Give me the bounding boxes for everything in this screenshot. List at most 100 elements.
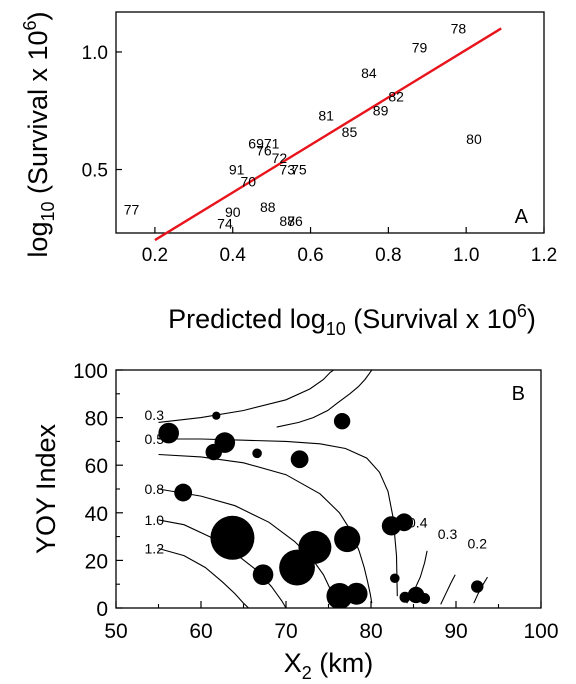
- contour-line: [158, 547, 249, 608]
- x-tick-label-a: 1.2: [531, 245, 557, 266]
- x-axis-label-text: Predicted log: [168, 304, 326, 334]
- point-label: 89: [373, 103, 389, 119]
- data-bubble: [345, 582, 368, 605]
- point-label: 82: [388, 89, 404, 105]
- x-tick-label-a: 0.6: [297, 245, 323, 266]
- y-axis-label-b: YOY Index: [31, 423, 61, 554]
- data-bubble: [419, 592, 431, 604]
- contour-line: [158, 519, 287, 608]
- x-axis-label-text: ): [527, 304, 536, 334]
- y-tick-label-a: 1.0: [82, 43, 108, 64]
- x-axis-label-text: (km): [312, 648, 373, 678]
- y-axis-label-text: log: [23, 222, 53, 258]
- x-tick-label-b: 50: [104, 620, 127, 643]
- point-label: 78: [451, 20, 467, 36]
- y-axis-label-superscript: 6: [20, 20, 40, 30]
- point-label: 74: [217, 216, 233, 232]
- contour-line: [158, 453, 373, 604]
- x-tick-label-b: 60: [189, 620, 212, 643]
- point-label: 77: [124, 201, 140, 217]
- data-bubble: [395, 513, 414, 532]
- contour-line: [158, 438, 398, 597]
- data-bubble: [212, 411, 221, 420]
- panel-label-b: B: [512, 383, 525, 405]
- data-bubble: [298, 530, 332, 564]
- contour-label: 0.2: [468, 536, 488, 552]
- contour-label: 1.2: [145, 541, 165, 557]
- data-bubble: [399, 591, 411, 603]
- y-tick-label-b: 60: [85, 455, 108, 478]
- data-bubble: [174, 483, 193, 502]
- data-bubble: [471, 580, 484, 593]
- plot-area-b: [158, 370, 488, 608]
- point-label: 84: [361, 65, 377, 81]
- contour-label: 0.4: [408, 514, 428, 530]
- x-axis-label-b: X2 (km): [284, 648, 374, 683]
- x-axis-label-text: (Survival x 10: [346, 304, 517, 334]
- point-label: 69: [248, 136, 264, 152]
- point-label: 70: [241, 173, 257, 189]
- contour-label: 0.8: [145, 481, 165, 497]
- y-axis-label-text: (Survival x 10: [23, 30, 53, 201]
- y-axis-label-subscript: 10: [38, 202, 58, 222]
- data-bubble: [210, 515, 255, 560]
- x-axis-label-subscript: 2: [302, 663, 312, 683]
- point-label: 71: [264, 136, 280, 152]
- x-tick-label-b: 100: [523, 620, 558, 643]
- data-bubble: [290, 450, 309, 469]
- data-bubble: [390, 573, 400, 584]
- x-tick-label-b: 90: [444, 620, 467, 643]
- point-label: 76: [256, 143, 272, 159]
- contour-label: 0.5: [145, 431, 165, 447]
- x-tick-label-b: 70: [274, 620, 297, 643]
- data-bubble: [214, 432, 236, 453]
- y-axis-label-a: log10 (Survival x 106): [20, 11, 58, 257]
- x-tick-label-a: 0.2: [142, 245, 168, 266]
- point-label: 88: [260, 199, 276, 215]
- point-label: 79: [412, 39, 428, 55]
- point-label: 85: [342, 124, 358, 140]
- point-label: 75: [291, 162, 307, 178]
- x-tick-label-a: 0.8: [375, 245, 401, 266]
- fit-line: [154, 27, 502, 242]
- x-tick-label-a: 1.0: [453, 245, 479, 266]
- point-label: 90: [225, 204, 241, 220]
- point-label: 80: [466, 131, 482, 147]
- point-label: 91: [229, 162, 245, 178]
- y-tick-label-b: 0: [96, 598, 108, 621]
- panel-b: 0.3 0.5 0.8 1.0 1.2 0.4 0.3 0.2 50 60 70 80 90 100 0 20…: [31, 360, 559, 683]
- point-label: 87: [279, 213, 295, 229]
- data-bubble: [334, 525, 361, 553]
- y-tick-label-b: 100: [73, 360, 108, 383]
- contour-line: [440, 574, 456, 605]
- x-axis-label-subscript: 10: [326, 319, 346, 339]
- contour-line: [158, 488, 335, 599]
- data-bubble: [158, 422, 179, 444]
- y-tick-label-b: 40: [85, 503, 108, 526]
- data-bubble: [252, 564, 274, 585]
- data-bubble: [326, 583, 353, 608]
- contour-label: 0.3: [145, 407, 165, 423]
- point-label: 81: [318, 107, 334, 123]
- data-bubble: [252, 448, 262, 459]
- panel-label-a: A: [515, 206, 529, 228]
- y-tick-label-a: 0.5: [82, 161, 108, 182]
- y-tick-label-b: 80: [85, 408, 108, 431]
- plot-frame-a: [115, 11, 545, 234]
- point-label: 73: [279, 162, 295, 178]
- x-axis-label-text: X: [284, 648, 302, 678]
- x-axis-label-superscript: 6: [517, 301, 527, 321]
- contour-line: [158, 370, 334, 423]
- contour-label: 1.0: [145, 512, 165, 528]
- point-label: 86: [287, 213, 303, 229]
- y-axis-label-text: ): [23, 11, 53, 20]
- point-label: 72: [272, 150, 288, 166]
- contour-line: [276, 370, 373, 428]
- data-bubble: [333, 412, 351, 430]
- contour-label: 0.3: [438, 526, 458, 542]
- y-tick-label-b: 20: [85, 550, 108, 573]
- x-axis-label-a: Predicted log10 (Survival x 106): [168, 301, 536, 339]
- x-tick-label-a: 0.4: [220, 245, 247, 266]
